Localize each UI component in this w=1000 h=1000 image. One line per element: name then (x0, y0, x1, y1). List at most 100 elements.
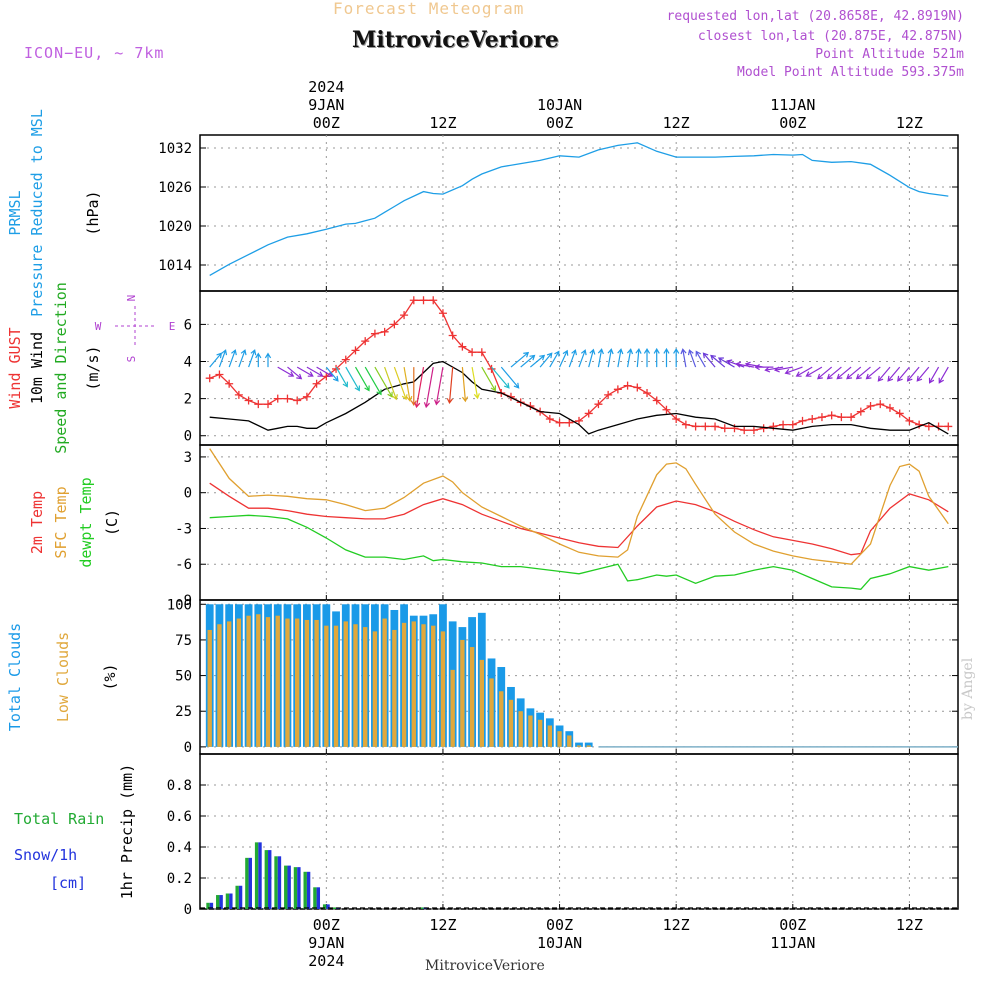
wind-arrow (617, 348, 624, 368)
rain-bar (216, 895, 220, 909)
wind-arrow (434, 366, 444, 406)
wind-arrow (345, 366, 360, 392)
panel-1 (115, 290, 959, 446)
y-tick-label: 3 (184, 450, 192, 466)
low-cloud-bar (508, 699, 514, 747)
wind-arrow (248, 349, 257, 368)
gust-marker (856, 407, 865, 416)
y-tick-label: 0.4 (167, 840, 192, 856)
low-cloud-bar (431, 625, 436, 747)
compass-north: N (125, 295, 138, 302)
gust-marker (798, 416, 807, 425)
rain-bar (322, 904, 327, 909)
y-axis-label: Low Clouds (54, 632, 72, 722)
top-time-label: 12Z (663, 114, 690, 132)
wind-arrow (364, 366, 382, 396)
wind-arrow (578, 349, 587, 368)
bottom-time-label: 11JAN (770, 934, 815, 952)
wind-arrow (238, 349, 247, 368)
y-axis-label: 1hr Precip (mm) (118, 764, 136, 899)
wind-arrow (663, 347, 670, 368)
rain-bar (274, 856, 278, 909)
gust-marker (409, 296, 418, 305)
wind-arrow (423, 366, 434, 409)
low-cloud-bar (537, 719, 543, 747)
panel-frame (199, 753, 959, 910)
snow-bar (209, 902, 214, 909)
wind-arrow (744, 361, 764, 368)
y-tick-label: 1026 (158, 180, 192, 196)
low-cloud-bar (469, 647, 475, 747)
gust-marker (584, 409, 593, 418)
gust-marker (555, 418, 564, 427)
gust-marker (837, 413, 846, 422)
y-axis-label: 2m Temp (28, 491, 46, 554)
gust-marker (905, 416, 914, 425)
low-cloud-bar (304, 619, 310, 747)
wind-arrow (287, 366, 303, 380)
gust-marker (895, 409, 904, 418)
series-line (209, 482, 949, 556)
top-time-label: 12Z (429, 114, 456, 132)
gust-marker (400, 311, 409, 320)
gust-marker (691, 422, 700, 431)
station-name: MitroviceVeriore (352, 27, 559, 53)
wind-arrow (805, 366, 823, 377)
gust-marker (788, 420, 797, 429)
y-tick-label: -3 (175, 521, 192, 537)
low-cloud-bar (246, 615, 251, 747)
series-line (209, 514, 949, 590)
y-tick-label: 100 (167, 597, 192, 613)
compass-east: E (169, 320, 176, 333)
gust-marker (438, 309, 447, 318)
y-tick-label: 1020 (158, 219, 192, 235)
wind-arrow (296, 366, 314, 377)
wind-arrow (530, 354, 546, 368)
gust-marker (273, 394, 282, 403)
gust-marker (885, 403, 894, 412)
gust-marker (205, 374, 214, 383)
series-line (209, 360, 949, 435)
y-tick-label: 0.2 (167, 871, 192, 887)
rain-bar (284, 865, 288, 909)
wind-arrow (228, 349, 237, 368)
wind-arrow (773, 366, 793, 373)
wind-arrow (710, 354, 726, 368)
series-line (209, 299, 949, 431)
y-axis-label: (hPa) (84, 190, 102, 235)
wind-arrow (817, 366, 833, 380)
wind-arrow (865, 366, 881, 380)
gust-marker (672, 415, 681, 424)
rain-bar (420, 907, 424, 909)
credit-watermark: by Angel (960, 657, 976, 720)
series-line (209, 142, 949, 276)
low-cloud-bar (401, 622, 407, 747)
gust-marker (468, 348, 477, 357)
wind-arrow (384, 366, 398, 401)
wind-arrow (680, 348, 687, 368)
y-tick-label: 0.8 (167, 778, 192, 794)
wind-arrow (403, 366, 413, 402)
bottom-time-label: 00Z (546, 916, 573, 934)
y-tick-label: 2 (184, 392, 192, 408)
gust-marker (924, 422, 933, 431)
low-cloud-bar (479, 659, 484, 747)
wind-arrow (568, 349, 577, 368)
top-time-label: 9JAN (308, 96, 344, 114)
low-cloud-bar (226, 621, 232, 747)
gust-marker (915, 420, 924, 429)
low-cloud-bar (343, 621, 348, 747)
y-tick-label: 50 (175, 669, 192, 685)
y-axis-label: Total Clouds (6, 623, 24, 731)
y-tick-label: 25 (175, 704, 192, 720)
snow-bar (277, 856, 282, 909)
wind-arrow (607, 348, 614, 368)
low-cloud-bar (382, 618, 387, 747)
wind-arrow (209, 352, 223, 368)
rain-bar (225, 893, 230, 909)
wind-arrow (374, 366, 393, 398)
wind-arrow (500, 366, 520, 389)
gust-marker (477, 348, 486, 357)
wind-arrow (687, 349, 697, 368)
